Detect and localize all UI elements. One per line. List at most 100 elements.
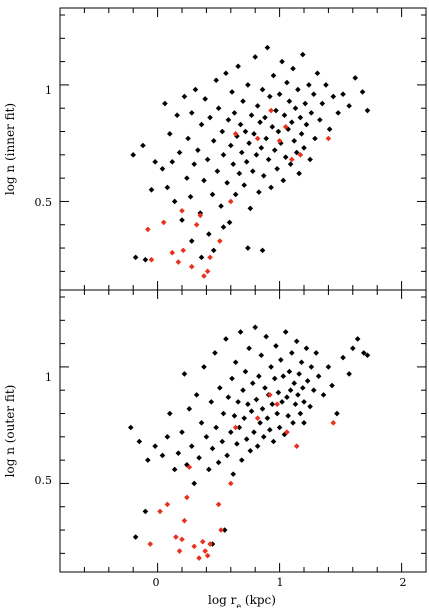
bottom-point-black <box>220 410 227 417</box>
top-point-black <box>335 110 341 116</box>
top-point-black <box>207 114 213 121</box>
top-point-red <box>207 254 213 261</box>
bottom-point-black <box>188 443 195 449</box>
top-point-black <box>245 82 251 88</box>
top-point-black <box>253 152 260 158</box>
top-point-black <box>195 147 201 153</box>
bottom-point-red <box>184 494 190 501</box>
bottom-point-black <box>213 424 219 431</box>
bottom-point-black <box>203 434 210 440</box>
top-point-black <box>286 98 293 105</box>
top-point-black <box>259 247 266 254</box>
top-point-red <box>201 273 207 279</box>
top-point-black <box>352 75 359 81</box>
bottom-point-black <box>193 392 200 398</box>
bottom-point-black <box>263 333 269 340</box>
top-point-black <box>307 156 313 163</box>
top-point-black <box>346 103 352 109</box>
top-point-black <box>247 205 254 212</box>
bottom-point-red <box>218 527 224 533</box>
bottom-ylabel: log n (outer fit) <box>3 385 17 478</box>
top-point-black <box>308 110 315 116</box>
bottom-point-black <box>264 415 271 421</box>
bottom-point-red <box>173 534 179 540</box>
bottom-point-black <box>271 375 278 382</box>
top-point-black <box>330 93 337 100</box>
bottom-point-black <box>175 450 182 456</box>
top-point-black <box>218 203 224 209</box>
xtick-label-1: 1 <box>277 576 284 589</box>
bottom-point-red <box>204 552 211 559</box>
top-point-black <box>264 44 271 51</box>
bottom-point-black <box>171 466 178 473</box>
top-point-black <box>326 126 333 132</box>
top-point-red <box>254 135 261 142</box>
bottom-point-black <box>248 408 255 414</box>
top-point-red <box>179 207 185 214</box>
top-point-black <box>198 254 205 261</box>
top-panel-ticks <box>59 8 427 290</box>
bottom-point-black <box>229 375 235 382</box>
top-point-black <box>167 131 173 137</box>
bottom-point-red <box>215 501 222 508</box>
bottom-point-black <box>235 399 241 405</box>
bottom-point-black <box>284 394 290 401</box>
top-point-black <box>273 107 279 114</box>
top-point-black <box>184 175 190 181</box>
bottom-point-black <box>164 434 171 440</box>
bottom-point-red <box>147 541 154 547</box>
bottom-point-black <box>346 371 352 377</box>
top-point-black <box>279 58 285 65</box>
top-point-black <box>265 156 272 163</box>
bottom-point-black <box>258 352 265 359</box>
top-point-black <box>340 91 346 98</box>
bottom-point-black <box>142 508 149 515</box>
top-ytick-label-0.5: 0.5 <box>35 196 53 209</box>
top-point-black <box>225 117 232 123</box>
bottom-point-black <box>132 534 139 540</box>
top-panel: 1 0.5 log n (inner fit) <box>3 7 427 291</box>
top-point-black <box>259 86 266 93</box>
top-point-black <box>142 256 149 263</box>
bottom-point-black <box>238 457 245 463</box>
top-point-black <box>188 110 195 116</box>
top-point-black <box>314 70 321 77</box>
bottom-point-red <box>284 429 290 435</box>
bottom-point-black <box>267 427 273 433</box>
bottom-point-black <box>212 350 218 356</box>
top-point-black <box>282 154 289 160</box>
bottom-point-black <box>243 436 250 442</box>
bottom-point-black <box>196 455 202 461</box>
top-point-black <box>293 149 300 156</box>
top-point-black <box>210 138 217 144</box>
top-point-black <box>174 112 180 119</box>
top-point-black <box>276 91 283 98</box>
bottom-point-black <box>191 480 197 487</box>
top-point-black <box>240 98 246 105</box>
top-point-black <box>260 173 267 179</box>
top-point-black <box>243 159 250 165</box>
bottom-point-red <box>254 415 261 421</box>
bottom-point-red <box>181 517 188 524</box>
bottom-point-black <box>270 438 277 445</box>
bottom-ytick-label-0.5: 0.5 <box>35 474 53 487</box>
top-point-black <box>296 170 302 177</box>
top-point-black <box>220 152 227 158</box>
top-point-red <box>188 263 195 270</box>
bottom-point-black <box>230 471 237 477</box>
bottom-point-black <box>275 389 282 396</box>
top-point-black <box>312 135 318 142</box>
top-point-black <box>220 224 227 230</box>
top-point-black <box>248 112 255 119</box>
top-point-black <box>228 142 234 149</box>
top-point-red <box>289 156 295 163</box>
top-point-black <box>254 103 261 109</box>
bottom-panel-ticks <box>59 290 427 572</box>
bottom-point-black <box>281 431 288 438</box>
top-point-black <box>297 114 304 121</box>
top-point-black <box>162 100 168 107</box>
bottom-point-black <box>179 429 185 435</box>
top-point-black <box>169 159 176 165</box>
top-point-black <box>152 159 158 165</box>
bottom-point-black <box>228 429 234 435</box>
